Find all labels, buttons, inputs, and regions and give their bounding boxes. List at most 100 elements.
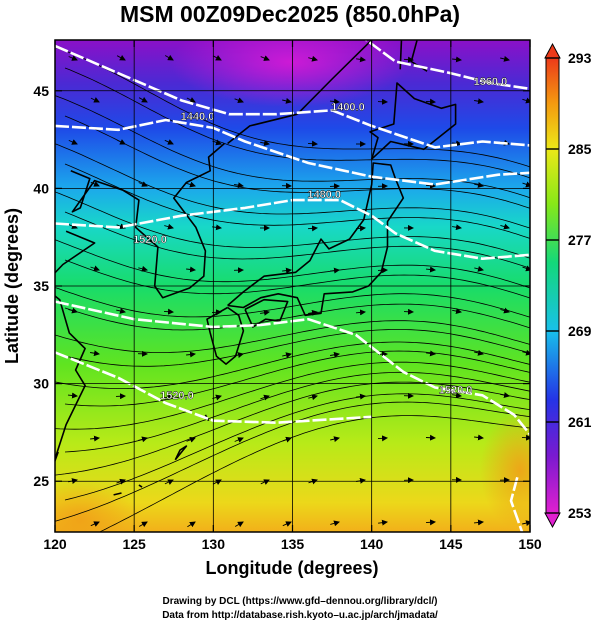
flow-arrow	[452, 392, 462, 399]
flow-arrow	[138, 436, 148, 443]
flow-arrow	[452, 308, 462, 314]
flow-arrow	[452, 56, 462, 63]
flow-arrow	[260, 394, 270, 401]
coastline	[244, 298, 289, 328]
x-tick-label: 140	[360, 536, 384, 552]
flow-arrow	[330, 351, 340, 358]
contour-line	[55, 300, 530, 436]
coastline	[206, 306, 245, 365]
coastline	[174, 445, 188, 461]
y-ticks: 25 30 35 40 45	[33, 83, 530, 489]
flow-arrow	[308, 55, 318, 62]
flow-arrow	[90, 350, 100, 357]
contour-line	[55, 118, 530, 186]
coastline	[227, 40, 373, 145]
colorbar-ticks: 253 261 269 277 285 293	[546, 50, 592, 521]
contour-line	[509, 476, 524, 532]
flow-arrow	[68, 223, 78, 229]
flow-arrow	[425, 98, 436, 105]
flow-arrow	[377, 435, 388, 442]
flow-arrow	[356, 393, 366, 400]
contour-label: 1480.0	[307, 189, 341, 201]
flow-arrow	[452, 224, 462, 231]
flow-arrow	[356, 56, 366, 63]
x-tick-label: 135	[281, 536, 305, 552]
streamline	[64, 329, 530, 367]
streamline	[64, 115, 530, 209]
flow-arrow	[500, 55, 510, 62]
flow-arrow	[68, 139, 78, 145]
y-tick-label: 40	[33, 180, 49, 196]
flow-arrow	[474, 434, 484, 441]
flow-arrow	[282, 97, 292, 104]
flow-arrow	[500, 307, 510, 314]
y-tick-label: 30	[33, 376, 49, 392]
colorbar-tick-label: 285	[568, 141, 592, 157]
streamline	[55, 341, 530, 389]
flow-arrow	[308, 309, 318, 316]
x-tick-label: 130	[202, 536, 226, 552]
contour-label: 1520.0	[133, 234, 167, 246]
colorbar-tick-label: 277	[568, 232, 592, 248]
flow-arrow	[425, 434, 436, 441]
y-tick-label: 35	[33, 278, 49, 294]
flow-arrow	[186, 97, 196, 103]
flow-arrow	[234, 182, 244, 189]
flow-arrow	[138, 96, 148, 103]
colorbar: 253 261 269 277 285 293	[544, 42, 592, 529]
flow-arrow	[164, 139, 174, 145]
flow-arrow	[474, 349, 484, 356]
y-tick-label: 25	[33, 473, 49, 489]
flow-arrow	[307, 140, 318, 147]
flow-arrow	[90, 435, 100, 442]
y-axis-label: Latitude (degrees)	[2, 208, 22, 364]
flow-arrow	[164, 54, 174, 61]
flow-arrow	[234, 97, 244, 104]
flow-arrow	[260, 479, 270, 485]
flow-arrow	[500, 223, 510, 230]
colorbar-tick-label: 293	[568, 50, 592, 66]
streamline	[64, 303, 530, 331]
flow-arrow	[212, 479, 222, 485]
contour-label: 1520.0	[160, 390, 194, 402]
flow-arrow	[330, 436, 340, 443]
coastline	[70, 142, 225, 299]
coastline	[227, 162, 405, 317]
flow-arrow	[116, 139, 126, 145]
flow-arrow	[260, 309, 270, 316]
flow-arrow	[426, 350, 436, 357]
flow-arrow	[282, 352, 292, 359]
contour-label: 1360.0	[474, 76, 508, 88]
flow-arrow	[234, 521, 244, 528]
y-tick-label: 45	[33, 83, 49, 99]
credit-data: Data from http://database.rish.kyoto–u.a…	[162, 610, 438, 621]
contour-label: 1400.0	[331, 101, 365, 113]
contour-line	[55, 44, 530, 149]
contour-label: 1520.0	[439, 384, 473, 396]
plot-area: 1360.0 1400.0 1440.0 1480.0 1520.0 1520.0 1520…	[55, 40, 530, 532]
flow-arrow	[164, 223, 174, 230]
flow-arrow	[260, 55, 270, 61]
flow-arrow	[186, 351, 196, 358]
flow-arrow	[330, 267, 340, 274]
flow-arrow	[90, 97, 100, 103]
flow-arrow	[138, 181, 148, 187]
flow-arrow	[68, 55, 78, 61]
streamline	[55, 381, 530, 476]
flow-arrow	[234, 437, 244, 443]
flow-arrow	[474, 265, 484, 272]
flow-arrow	[67, 392, 78, 399]
gridlines	[55, 40, 530, 532]
x-tick-label: 125	[122, 536, 146, 552]
flow-arrow	[212, 139, 222, 146]
cold-core	[170, 40, 410, 107]
x-axis-label: Longitude (degrees)	[205, 558, 378, 578]
colorbar-scale	[545, 57, 560, 514]
flow-arrow	[186, 266, 196, 273]
colorbar-min-arrow	[544, 512, 561, 529]
flow-arrow	[116, 54, 126, 61]
streamline	[55, 143, 530, 229]
flow-arrow	[187, 521, 196, 528]
chart-title: MSM 00Z09Dec2025 (850.0hPa)	[120, 1, 460, 27]
flow-arrow	[355, 309, 366, 316]
